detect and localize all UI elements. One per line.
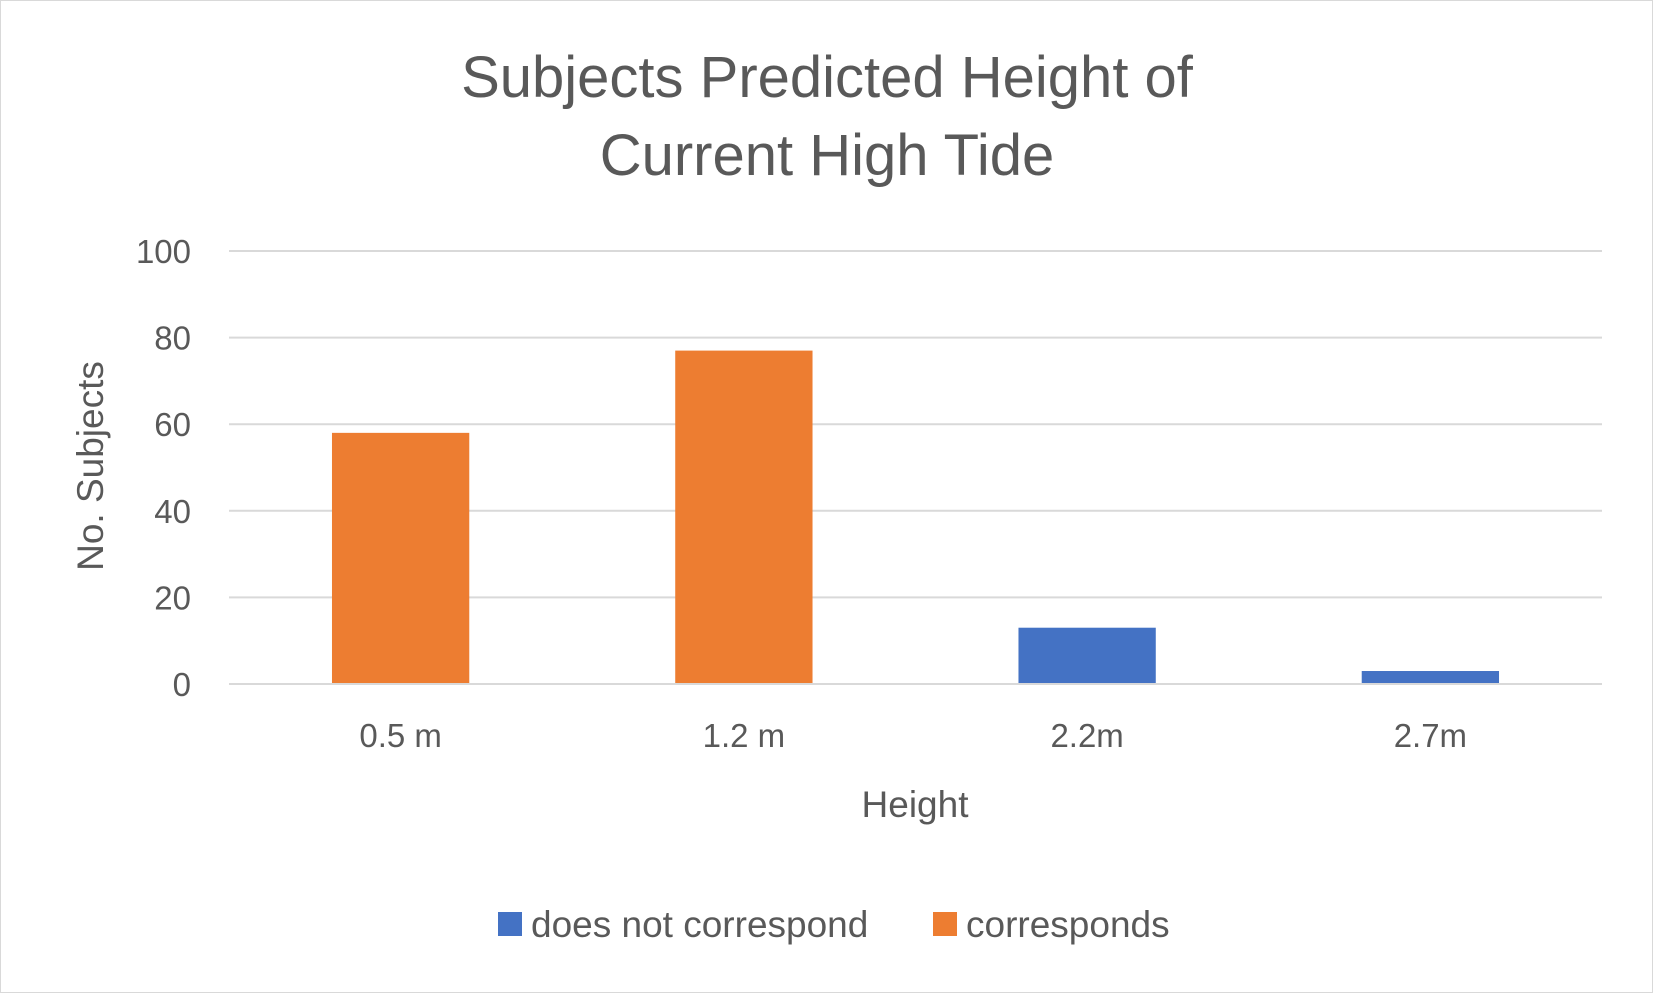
y-tick-label: 20 [154, 579, 191, 616]
y-tick-label: 0 [173, 666, 191, 703]
x-tick-label: 2.2m [1050, 717, 1123, 754]
chart-title: Subjects Predicted Height of Current Hig… [461, 45, 1194, 188]
x-axis-ticks: 0.5 m 1.2 m 2.2m 2.7m [359, 717, 1467, 754]
chart-title-line-1: Subjects Predicted Height of [461, 45, 1194, 110]
legend-label: corresponds [966, 904, 1170, 945]
bar-does-not-correspond [1018, 627, 1156, 684]
x-tick-label: 0.5 m [359, 717, 442, 754]
bar-corresponds [675, 350, 813, 684]
legend-item: does not correspond [498, 904, 868, 945]
legend-swatch [933, 912, 957, 936]
y-axis-label: No. Subjects [70, 361, 111, 571]
legend-label: does not correspond [531, 904, 868, 945]
y-tick-label: 40 [154, 493, 191, 530]
bars [331, 350, 1500, 684]
legend-item: corresponds [933, 904, 1170, 945]
x-axis-label: Height [862, 784, 970, 825]
bar-does-not-correspond [1361, 671, 1500, 684]
y-axis-ticks: 0 20 40 60 80 100 [136, 233, 191, 703]
legend-swatch [498, 912, 522, 936]
x-tick-label: 2.7m [1394, 717, 1467, 754]
legend: does not correspond corresponds [498, 904, 1170, 945]
y-tick-label: 100 [136, 233, 191, 270]
bar-corresponds [331, 432, 470, 684]
y-tick-label: 60 [154, 406, 191, 443]
y-tick-label: 80 [154, 320, 191, 357]
chart-title-line-2: Current High Tide [600, 123, 1055, 188]
x-tick-label: 1.2 m [703, 717, 786, 754]
